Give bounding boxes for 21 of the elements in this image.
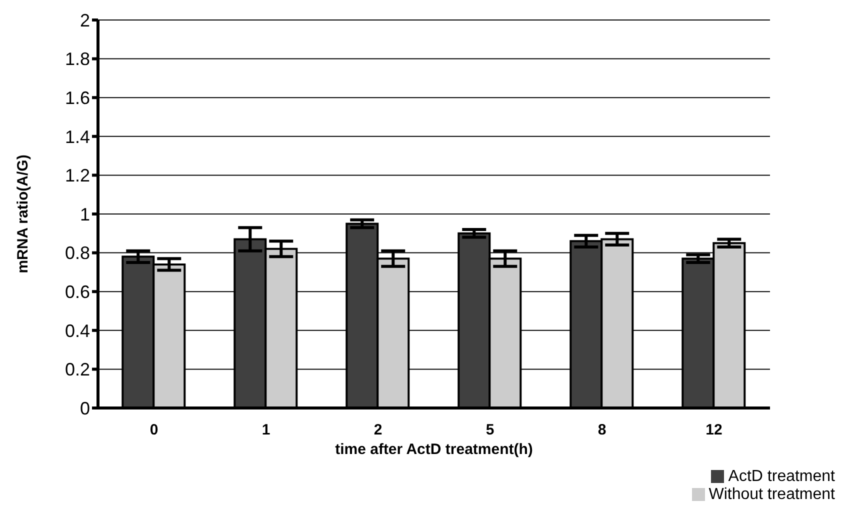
y-tick-label: 1.4 — [64, 126, 90, 147]
y-tick-label: 1.2 — [64, 166, 90, 186]
x-tick-label: 2 — [374, 422, 382, 439]
y-tick-label: 0.6 — [64, 282, 90, 302]
y-tick-label: 1.8 — [64, 49, 90, 70]
y-tick-label: 2 — [80, 10, 90, 30]
y-tick-label: 1.6 — [64, 88, 90, 108]
x-tick-label: 12 — [706, 422, 722, 439]
y-axis-title: mRNA ratio(A/G) — [14, 154, 32, 274]
x-axis-title: time after ActD treatment(h) — [335, 441, 533, 458]
x-tick-label: 8 — [598, 422, 606, 439]
legend-label: Without treatment — [708, 486, 835, 503]
x-tick-label: 1 — [262, 422, 270, 439]
y-tick-label: 0 — [80, 398, 90, 418]
legend-label: ActD treatment — [728, 468, 835, 485]
y-tick-label: 0.2 — [64, 360, 90, 380]
x-tick-label: 0 — [150, 422, 158, 439]
x-tick-label: 5 — [486, 422, 494, 439]
y-tick-label: 0.4 — [64, 320, 90, 341]
y-tick-label: 0.8 — [64, 243, 90, 264]
y-tick-label: 1 — [80, 204, 90, 224]
